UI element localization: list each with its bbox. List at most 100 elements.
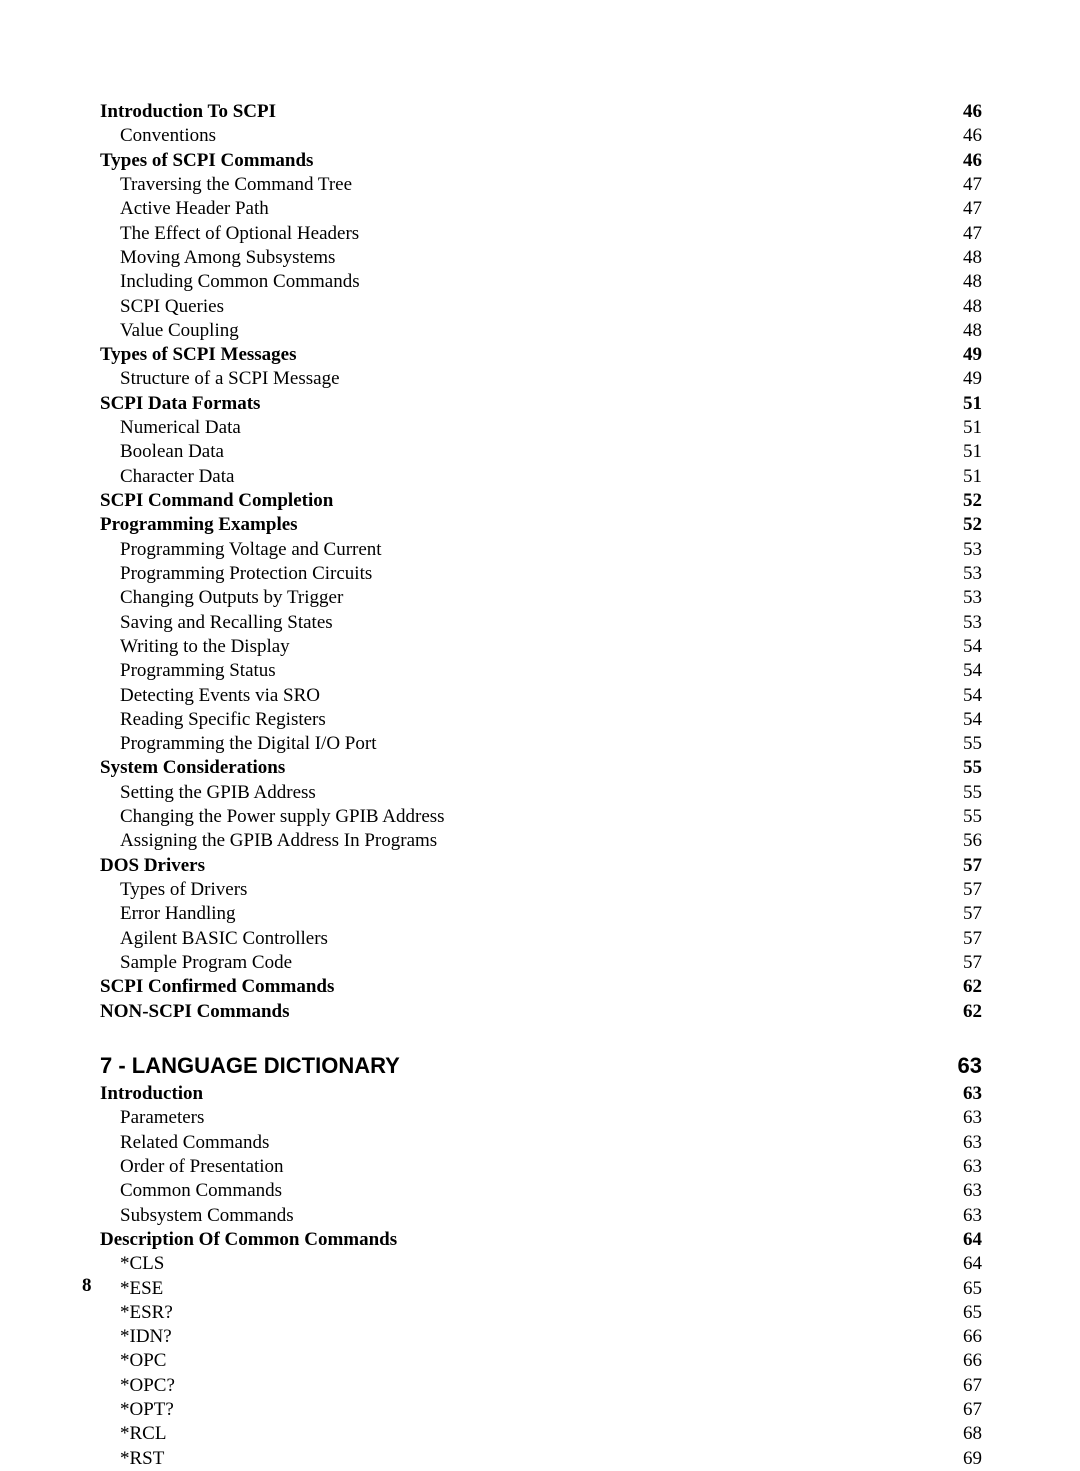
toc-entry-page: 47 [952,173,982,197]
toc-entry-label: Subsystem Commands [100,1204,294,1228]
toc-entry: *RCL 68 [100,1422,982,1446]
toc-entry: Setting the GPIB Address55 [100,781,982,805]
toc-entry-page: 54 [952,708,982,732]
toc-entry-page: 54 [952,684,982,708]
toc-entry-page: 48 [952,319,982,343]
toc-entry-label: Programming Examples [100,513,298,537]
toc-entry-page: 49 [952,343,982,367]
toc-entry: Conventions46 [100,124,982,148]
toc-entry-label: Changing Outputs by Trigger [100,586,343,610]
toc-entry-page: 55 [952,805,982,829]
toc-entry-page: 48 [952,270,982,294]
toc-entry-label: Order of Presentation [100,1155,284,1179]
toc-entry-label: Programming Protection Circuits [100,562,372,586]
toc-entry-page: 47 [952,222,982,246]
toc-entry: Including Common Commands48 [100,270,982,294]
toc-entry: *OPC66 [100,1349,982,1373]
toc-entry-label: *OPT? [100,1398,174,1422]
toc-entry-label: Boolean Data [100,440,224,464]
toc-entry-page: 53 [952,586,982,610]
toc-entry-label: Introduction To SCPI [100,100,276,124]
toc-entry: System Considerations55 [100,756,982,780]
toc-entry-label: Programming Voltage and Current [100,538,382,562]
toc-entry-page: 66 [952,1325,982,1349]
toc-entry: *OPT?67 [100,1398,982,1422]
toc-entry-page: 54 [952,659,982,683]
toc-entry-page: 63 [952,1106,982,1130]
toc-entry-page: 57 [952,854,982,878]
toc-entry-label: *IDN? [100,1325,172,1349]
toc-entry-page: 62 [952,975,982,999]
toc-entry: SCPI Queries 48 [100,295,982,319]
toc-entry-page: 63 [952,1179,982,1203]
toc-entry: *ESR?65 [100,1301,982,1325]
toc-entry-label: Conventions [100,124,216,148]
toc-entry-label: Types of SCPI Commands [100,149,313,173]
toc-entry-label: 7 - LANGUAGE DICTIONARY [100,1052,400,1080]
toc-entry: *OPC?67 [100,1374,982,1398]
toc-entry-label: *CLS [100,1252,164,1276]
toc-entry-label: SCPI Confirmed Commands [100,975,334,999]
toc-entry-label: Error Handling [100,902,236,926]
toc-entry-page: 57 [952,927,982,951]
toc-entry-label: Writing to the Display [100,635,290,659]
toc-entry-label: Sample Program Code [100,951,292,975]
toc-entry: Types of Drivers57 [100,878,982,902]
toc-entry: Character Data51 [100,465,982,489]
toc-entry-page: 51 [952,392,982,416]
toc-entry: Programming Voltage and Current53 [100,538,982,562]
toc-entry: Types of SCPI Messages 49 [100,343,982,367]
toc-chapter-heading: 7 - LANGUAGE DICTIONARY63 [100,1052,982,1080]
toc-entry: Assigning the GPIB Address In Programs56 [100,829,982,853]
toc-entry-label: *RCL [100,1422,166,1446]
toc-entry: Introduction63 [100,1082,982,1106]
toc-entry-label: *ESE [100,1277,163,1301]
toc-entry-page: 48 [952,295,982,319]
toc-entry-page: 52 [952,513,982,537]
toc-entry: Boolean Data51 [100,440,982,464]
toc-entry-page: 68 [952,1422,982,1446]
toc-entry-label: DOS Drivers [100,854,205,878]
toc-entry-label: The Effect of Optional Headers [100,222,359,246]
toc-entry: NON-SCPI Commands62 [100,1000,982,1024]
toc-entry-page: 69 [952,1447,982,1471]
toc-entry-page: 63 [952,1131,982,1155]
toc-entry-page: 67 [952,1374,982,1398]
toc-entry-page: 55 [952,732,982,756]
toc-entry: Writing to the Display 54 [100,635,982,659]
toc-entry-label: Types of SCPI Messages [100,343,297,367]
toc-entry-page: 56 [952,829,982,853]
toc-entry-label: *OPC [100,1349,166,1373]
toc-entry: Changing the Power supply GPIB Address55 [100,805,982,829]
toc-entry: Introduction To SCPI46 [100,100,982,124]
toc-entry-label: SCPI Data Formats [100,392,260,416]
toc-entry-page: 52 [952,489,982,513]
toc-entry: Programming Status54 [100,659,982,683]
toc-entry-page: 53 [952,611,982,635]
toc-entry: *IDN? 66 [100,1325,982,1349]
toc-entry: *ESE 65 [100,1277,982,1301]
toc-entry: Detecting Events via SRO 54 [100,684,982,708]
toc-entry-page: 57 [952,902,982,926]
toc-entry: Programming the Digital I/O Port55 [100,732,982,756]
toc-entry: Active Header Path47 [100,197,982,221]
toc-entry-label: SCPI Queries [100,295,224,319]
toc-entry-page: 65 [952,1277,982,1301]
toc-entry: Common Commands63 [100,1179,982,1203]
toc-entry-page: 51 [952,416,982,440]
toc-entry-page: 63 [952,1204,982,1228]
toc-entry-page: 64 [952,1228,982,1252]
toc-entry-label: Detecting Events via SRO [100,684,320,708]
toc-entry: Types of SCPI Commands46 [100,149,982,173]
toc-entry-page: 63 [952,1082,982,1106]
toc-entry-label: Structure of a SCPI Message [100,367,340,391]
toc-entry-label: Numerical Data [100,416,241,440]
page-number: 8 [82,1275,92,1297]
toc-entry-page: 54 [952,635,982,659]
toc-entry: Traversing the Command Tree47 [100,173,982,197]
toc-entry: Reading Specific Registers54 [100,708,982,732]
toc-entry-page: 55 [952,781,982,805]
toc-entry: Value Coupling 48 [100,319,982,343]
toc-entry-label: Value Coupling [100,319,239,343]
toc-entry-page: 53 [952,562,982,586]
